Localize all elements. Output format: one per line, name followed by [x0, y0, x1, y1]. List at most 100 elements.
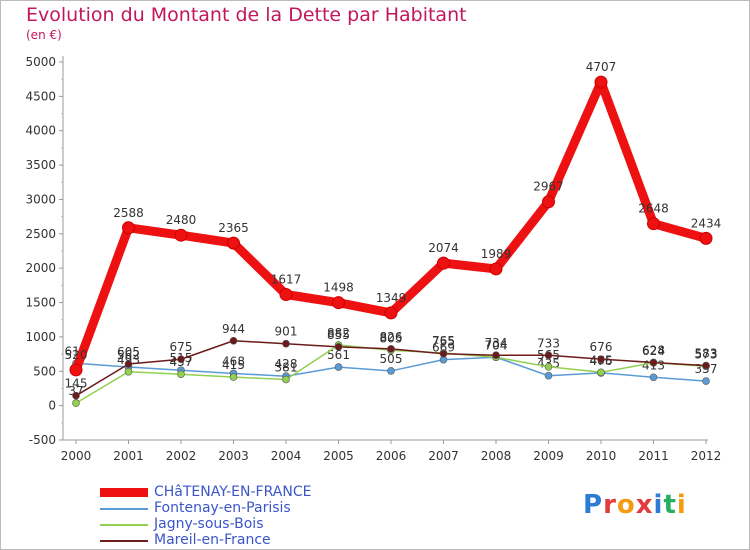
data-label: 901 — [275, 325, 298, 339]
data-point — [334, 363, 343, 371]
data-label: 765 — [432, 334, 455, 348]
chart-title: Evolution du Montant de la Dette par Hab… — [26, 4, 467, 26]
y-tick-label: 5000 — [25, 55, 56, 69]
data-point — [702, 361, 710, 370]
data-point — [594, 75, 608, 89]
x-tick-label: 2007 — [428, 449, 459, 463]
legend-swatch — [100, 488, 148, 497]
data-label: 145 — [65, 377, 88, 391]
data-label: 1498 — [323, 281, 354, 295]
data-label: 4707 — [586, 60, 617, 74]
data-label: 733 — [537, 336, 560, 350]
line-chart: -500 0 500 1000 1500 2000 2500 3000 3500 4000 4500… — [25, 55, 722, 463]
data-point — [177, 355, 185, 364]
y-tick-label: 3000 — [25, 192, 56, 206]
y-tick-label: 4500 — [25, 89, 56, 103]
data-label: 1617 — [271, 273, 302, 287]
data-point — [387, 345, 395, 353]
data-point — [174, 228, 188, 242]
data-point — [72, 399, 80, 407]
data-label: 2648 — [638, 202, 669, 216]
data-label: 675 — [170, 340, 193, 354]
data-point — [279, 288, 293, 302]
data-label: 1989 — [481, 247, 512, 261]
data-point — [229, 336, 238, 345]
data-label: 583 — [695, 347, 718, 361]
data-label: 37 — [68, 384, 83, 398]
data-label: 628 — [642, 343, 665, 357]
data-point — [72, 391, 80, 400]
y-tick-label: -500 — [29, 433, 56, 447]
data-point — [69, 363, 83, 377]
data-label: 734 — [485, 336, 508, 350]
data-point — [649, 358, 658, 367]
data-point — [649, 373, 658, 382]
data-point — [492, 351, 500, 359]
data-point — [542, 195, 555, 209]
proxiti-logo: Proxiti — [583, 490, 687, 520]
data-point — [597, 355, 605, 363]
data-label: 2480 — [166, 213, 197, 227]
data-point — [122, 221, 135, 235]
data-label: 468 — [222, 354, 245, 368]
y-tick-label: 2500 — [25, 227, 56, 241]
y-tick-label: 3500 — [25, 158, 56, 172]
data-point — [439, 349, 448, 358]
data-point — [384, 306, 398, 320]
y-tick-label: 500 — [33, 364, 56, 378]
data-point — [387, 367, 395, 375]
data-label: 1349 — [376, 291, 407, 305]
y-tick-label: 2000 — [25, 261, 56, 275]
data-point — [282, 375, 290, 384]
x-tick-label: 2008 — [481, 449, 512, 463]
legend-swatch — [100, 508, 148, 510]
data-label: 562 — [117, 348, 140, 362]
data-label: 2074 — [428, 241, 459, 255]
data-point — [334, 343, 343, 351]
data-point — [702, 377, 710, 385]
data-point — [544, 351, 553, 360]
data-label: 573 — [695, 347, 718, 361]
data-point — [437, 256, 450, 270]
data-point — [597, 368, 605, 377]
data-point — [489, 262, 503, 276]
legend-label: Fontenay-en-Parisis — [154, 500, 291, 516]
x-tick-label: 2011 — [638, 449, 669, 463]
data-label: 2434 — [691, 216, 722, 230]
legend-label: CHâTENAY-EN-FRANCE — [154, 484, 312, 500]
data-point — [227, 236, 240, 250]
data-point — [124, 367, 133, 376]
data-label: 855 — [327, 328, 350, 342]
data-label: 704 — [485, 338, 508, 352]
data-point — [699, 231, 713, 245]
legend-label: Mareil-en-France — [154, 532, 271, 548]
data-point — [177, 370, 185, 379]
data-label: 676 — [590, 340, 613, 354]
legend-label: Jagny-sous-Bois — [154, 516, 264, 532]
data-point — [647, 217, 660, 231]
data-point — [544, 363, 553, 371]
data-label: 704 — [485, 338, 508, 352]
x-tick-label: 2002 — [166, 449, 197, 463]
data-label: 605 — [117, 345, 140, 359]
data-label: 826 — [380, 330, 403, 344]
x-tick-label: 2006 — [376, 449, 407, 463]
data-label: 669 — [432, 341, 455, 355]
y-tick-label: 4000 — [25, 124, 56, 138]
data-point — [332, 296, 345, 310]
x-tick-label: 2010 — [586, 449, 617, 463]
data-point — [124, 360, 133, 368]
data-label: 381 — [275, 360, 298, 374]
y-tick-label: 0 — [48, 399, 56, 413]
data-label: 882 — [327, 326, 350, 340]
x-tick-label: 2012 — [691, 449, 722, 463]
x-tick-label: 2005 — [323, 449, 354, 463]
data-label: 624 — [642, 344, 665, 358]
data-label: 505 — [380, 352, 403, 366]
x-tick-label: 2001 — [113, 449, 144, 463]
legend-swatch — [100, 524, 148, 526]
data-point — [229, 373, 238, 381]
data-label: 428 — [275, 357, 298, 371]
data-point — [282, 339, 290, 348]
data-point — [544, 371, 553, 380]
